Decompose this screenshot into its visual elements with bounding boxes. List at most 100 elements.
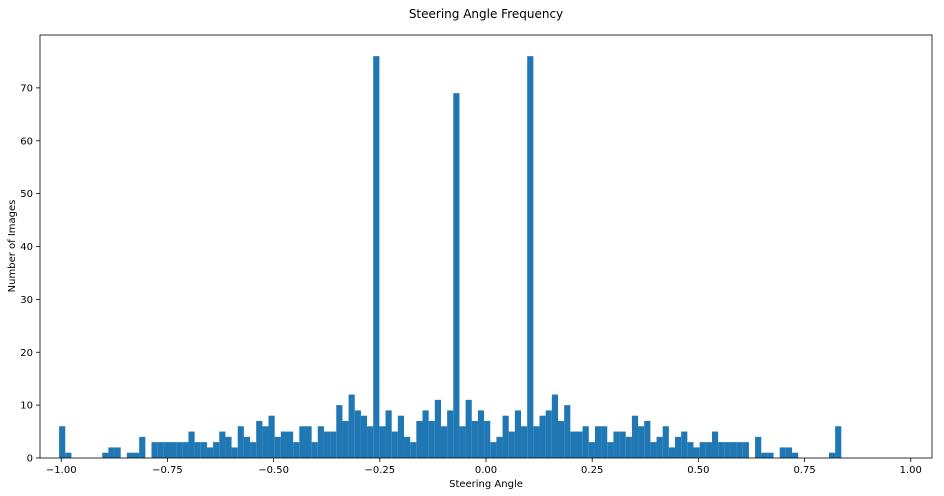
- histogram-bar: [440, 426, 448, 458]
- x-tick-label: −0.75: [152, 465, 183, 476]
- histogram-bar: [231, 447, 238, 458]
- histogram-bar: [835, 426, 842, 458]
- histogram-bar: [755, 436, 762, 458]
- histogram-bar: [514, 410, 522, 458]
- histogram-bar: [545, 410, 552, 458]
- y-tick-label: 0: [27, 454, 33, 465]
- histogram-bar: [225, 436, 232, 458]
- histogram-bar: [521, 426, 528, 458]
- histogram-bar: [638, 426, 645, 458]
- histogram-bar: [785, 447, 793, 458]
- histogram-bar: [342, 420, 349, 458]
- y-tick-label: 20: [20, 348, 33, 359]
- histogram-bar: [305, 426, 312, 458]
- histogram-bar: [502, 415, 509, 458]
- histogram-bar: [582, 426, 589, 458]
- histogram-bar: [711, 431, 719, 458]
- histogram-bar: [108, 447, 115, 458]
- histogram-bar: [779, 447, 786, 458]
- histogram-bar: [447, 410, 454, 458]
- histogram-bar: [644, 420, 651, 458]
- histogram-bar: [508, 431, 515, 458]
- histogram-bar: [662, 426, 669, 458]
- histogram-bar: [133, 452, 140, 458]
- histogram-bar: [792, 452, 799, 458]
- histogram-bar: [601, 426, 608, 458]
- histogram-bar: [588, 442, 595, 458]
- y-tick-label: 40: [20, 242, 33, 253]
- histogram-bar: [323, 431, 331, 458]
- histogram-bar: [681, 431, 688, 458]
- histogram-bar: [619, 431, 626, 458]
- histogram-bar: [496, 436, 503, 458]
- x-tick-label: −1.00: [46, 465, 77, 476]
- histogram-bar: [243, 436, 251, 458]
- histogram-bar: [65, 452, 72, 458]
- histogram-bar: [404, 436, 411, 458]
- histogram-bar: [533, 426, 540, 458]
- histogram-bar: [293, 442, 300, 458]
- histogram-bar: [139, 436, 146, 458]
- histogram-bar: [558, 420, 565, 458]
- histogram-bar: [625, 436, 632, 458]
- histogram-bar: [102, 452, 109, 458]
- histogram-bar: [675, 436, 682, 458]
- x-tick-label: 1.00: [900, 465, 922, 476]
- x-axis-label: Steering Angle: [449, 479, 523, 490]
- histogram-bar: [699, 442, 706, 458]
- histogram-bar: [373, 56, 380, 459]
- histogram-bar: [360, 415, 368, 458]
- histogram-bar: [367, 426, 374, 458]
- histogram-bar: [576, 431, 583, 458]
- x-tick-label: 0.25: [581, 465, 603, 476]
- histogram-bar: [348, 394, 355, 458]
- histogram-bar: [188, 431, 195, 458]
- histogram-bar: [114, 447, 121, 458]
- histogram-bar: [484, 420, 491, 458]
- y-tick-label: 30: [20, 295, 33, 306]
- histogram-bar: [262, 426, 269, 458]
- histogram-bar: [410, 442, 417, 458]
- histogram-bar: [237, 426, 244, 458]
- histogram-bar: [126, 452, 134, 458]
- histogram-bar: [182, 442, 189, 458]
- histogram-bar: [539, 415, 546, 458]
- histogram-bar: [428, 420, 435, 458]
- histogram-bar: [668, 447, 676, 458]
- histogram-bar: [194, 442, 201, 458]
- histogram-bar: [471, 420, 478, 458]
- histogram-bar: [299, 426, 306, 458]
- histogram-bar: [656, 436, 663, 458]
- histogram-bar: [397, 415, 405, 458]
- x-tick-label: −0.50: [258, 465, 289, 476]
- histogram-bar: [330, 431, 337, 458]
- y-tick-label: 50: [20, 189, 33, 200]
- histogram-bar: [718, 442, 725, 458]
- histogram-bar: [761, 452, 768, 458]
- y-tick-label: 70: [20, 83, 33, 94]
- histogram-bar: [336, 405, 343, 459]
- bars-group: [59, 56, 842, 459]
- histogram-bar: [391, 431, 398, 458]
- histogram-bar: [594, 426, 602, 458]
- histogram-bar: [607, 442, 614, 458]
- histogram-bar: [287, 431, 294, 458]
- histogram-bar: [687, 442, 694, 458]
- histogram-bar: [564, 405, 571, 459]
- histogram-bar: [385, 410, 392, 458]
- histogram-bar: [379, 426, 386, 458]
- histogram-bar: [829, 452, 836, 458]
- histogram-bar: [631, 415, 639, 458]
- histogram-bar: [742, 442, 749, 458]
- histogram-bar: [213, 442, 220, 458]
- y-tick-label: 10: [20, 401, 33, 412]
- y-axis-label: Number of Images: [7, 200, 18, 293]
- histogram-bar: [200, 442, 207, 458]
- histogram-bar: [311, 442, 318, 458]
- histogram-bar: [453, 93, 460, 458]
- histogram-bar: [256, 420, 263, 458]
- histogram-bar: [206, 447, 214, 458]
- histogram-bar: [434, 399, 441, 458]
- histogram-bar: [613, 431, 620, 458]
